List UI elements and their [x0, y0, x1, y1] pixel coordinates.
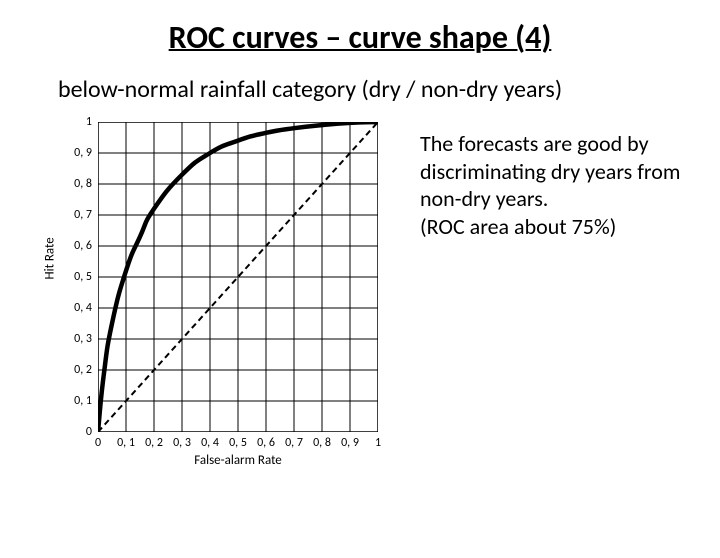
chart-container: Hit Rate False-alarm Rate 00, 10, 20, 30…	[40, 122, 400, 432]
x-tick-label: 0, 5	[229, 436, 247, 450]
page-title: ROC curves – curve shape (4)	[0, 18, 720, 57]
y-tick-label: 0, 1	[62, 394, 92, 408]
x-tick-label: 0, 6	[257, 436, 275, 450]
y-tick-label: 0, 8	[62, 177, 92, 191]
y-tick-label: 0, 9	[62, 146, 92, 160]
roc-chart: False-alarm Rate 00, 10, 20, 30, 40, 50,…	[98, 122, 378, 432]
y-tick-label: 0	[62, 425, 92, 439]
page-subtitle: below-normal rainfall category (dry / no…	[58, 75, 720, 104]
chart-svg	[98, 122, 378, 432]
y-tick-label: 0, 3	[62, 332, 92, 346]
x-tick-label: 0, 7	[285, 436, 303, 450]
y-tick-label: 0, 4	[62, 301, 92, 315]
description-line: discriminating dry years from	[420, 158, 700, 186]
x-tick-label: 1	[375, 436, 381, 450]
description-line: (ROC area about 75%)	[420, 213, 700, 241]
x-tick-label: 0, 3	[173, 436, 191, 450]
y-tick-label: 1	[62, 115, 92, 129]
description-line: non-dry years.	[420, 185, 700, 213]
y-tick-label: 0, 5	[62, 270, 92, 284]
x-tick-label: 0, 8	[313, 436, 331, 450]
x-tick-label: 0, 1	[117, 436, 135, 450]
y-tick-label: 0, 7	[62, 208, 92, 222]
description-text: The forecasts are good bydiscriminating …	[420, 130, 700, 432]
x-tick-label: 0, 4	[201, 436, 219, 450]
x-tick-label: 0	[95, 436, 101, 450]
x-tick-label: 0, 2	[145, 436, 163, 450]
y-axis-label: Hit Rate	[43, 237, 58, 279]
y-tick-label: 0, 2	[62, 363, 92, 377]
description-line: The forecasts are good by	[420, 130, 700, 158]
x-tick-label: 0, 9	[341, 436, 359, 450]
y-tick-label: 0, 6	[62, 239, 92, 253]
x-axis-label: False-alarm Rate	[194, 453, 282, 468]
content-row: Hit Rate False-alarm Rate 00, 10, 20, 30…	[0, 122, 720, 432]
